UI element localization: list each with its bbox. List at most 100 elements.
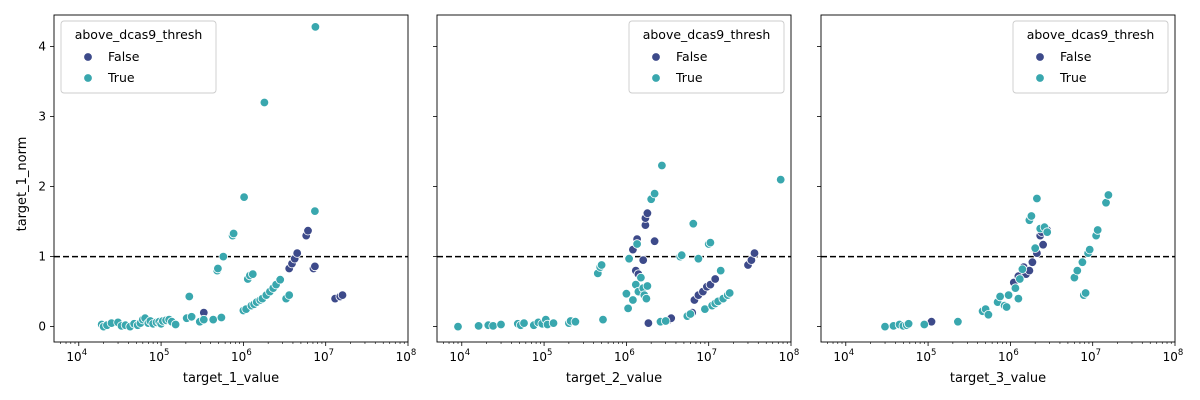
data-point: [218, 251, 229, 262]
x-tick-label: 104: [833, 348, 854, 364]
legend-marker-true: [1035, 73, 1045, 83]
x-tick-label: 104: [66, 348, 87, 364]
data-point: [1001, 302, 1012, 312]
data-point: [598, 314, 608, 325]
x-tick-exponent: 4: [849, 348, 854, 358]
data-point: [649, 188, 660, 199]
legend-box: [628, 20, 785, 94]
x-tick-exponent: 4: [82, 348, 87, 358]
data-point: [1003, 290, 1014, 300]
data-point: [749, 248, 760, 258]
legend-marker-true: [83, 73, 93, 83]
x-tick-exponent: 6: [1013, 348, 1018, 358]
data-point: [643, 318, 654, 328]
data-point: [303, 225, 313, 236]
data-point: [1080, 288, 1091, 298]
x-tick-label: 108: [396, 348, 417, 364]
legend-label-false: False: [1060, 49, 1092, 64]
data-point: [310, 261, 320, 272]
data-point: [632, 239, 642, 249]
x-tick-label: 107: [1080, 348, 1101, 364]
data-point: [239, 192, 249, 202]
legend-label-false: False: [108, 49, 140, 64]
x-tick-label: 108: [1163, 348, 1184, 364]
y-tick-label: 1: [38, 250, 46, 264]
series-true: [453, 160, 786, 332]
x-tick-exponent: 7: [329, 348, 334, 358]
series-true: [880, 190, 1114, 332]
data-point: [1038, 239, 1048, 250]
x-tick-label: 107: [313, 348, 334, 364]
panel-1: 104 105 106 107 108 0 1 2 3 4 target_1_value above_…: [38, 14, 417, 386]
x-tick-exponent: 8: [1178, 348, 1183, 358]
data-point: [1013, 293, 1024, 304]
x-axis-label: target_3_value: [950, 371, 1046, 386]
data-point: [880, 321, 890, 332]
legend-label-false: False: [676, 49, 708, 64]
data-point: [1027, 257, 1038, 267]
data-point: [259, 97, 270, 108]
y-tick-label: 3: [38, 110, 46, 124]
legend-marker-true: [651, 73, 661, 83]
data-point: [596, 260, 607, 270]
x-tick-exponent: 6: [629, 348, 634, 358]
x-axis-label: target_1_value: [183, 371, 279, 386]
data-point: [1010, 283, 1021, 293]
data-point: [548, 318, 559, 328]
x-tick-exponent: 4: [465, 348, 470, 358]
data-point: [623, 303, 633, 314]
data-point: [228, 228, 239, 239]
data-point: [170, 319, 181, 330]
y-axis-label: target_1_norm: [15, 137, 30, 232]
data-point: [903, 319, 914, 329]
x-tick-label: 105: [532, 348, 553, 364]
data-point: [705, 237, 716, 248]
data-point: [186, 312, 197, 322]
x-tick-exponent: 6: [246, 348, 251, 358]
panel-2: 104 105 106 107 108 target_2_value above_dcas9…: [433, 14, 800, 386]
legend-box: [60, 20, 217, 94]
data-point: [919, 319, 930, 330]
data-point: [496, 319, 506, 330]
plot-frame: [436, 14, 792, 343]
data-point: [638, 255, 648, 265]
data-point: [642, 208, 653, 218]
y-tick-label: 4: [38, 40, 46, 54]
x-tick-exponent: 8: [794, 348, 799, 358]
data-point: [310, 22, 321, 32]
data-point: [624, 254, 634, 264]
data-point: [1026, 211, 1037, 221]
data-point: [995, 291, 1005, 302]
data-point: [1032, 193, 1042, 204]
data-point: [570, 317, 581, 327]
data-point: [199, 314, 209, 325]
data-point: [677, 250, 687, 260]
x-tick-label: 108: [779, 348, 800, 364]
legend-marker-false: [651, 52, 661, 62]
x-tick-exponent: 8: [411, 348, 416, 358]
series-true: [96, 22, 321, 332]
data-point: [1101, 197, 1111, 208]
plot-frame: [53, 14, 409, 343]
legend-label-true: True: [1059, 70, 1087, 85]
data-point: [284, 290, 294, 300]
data-point: [725, 288, 735, 298]
data-point: [953, 317, 963, 327]
data-point: [453, 321, 463, 332]
legend-title: above_dcas9_thresh: [1027, 27, 1155, 42]
data-point: [1072, 265, 1083, 276]
data-point: [649, 236, 660, 246]
data-point: [216, 312, 227, 323]
data-point: [661, 316, 671, 326]
data-point: [488, 321, 498, 331]
data-point: [292, 248, 302, 258]
x-tick-exponent: 5: [547, 348, 552, 358]
data-point: [310, 206, 320, 216]
legend-marker-false: [83, 52, 93, 62]
data-point: [641, 293, 652, 304]
data-point: [208, 314, 218, 325]
data-point: [688, 218, 699, 229]
x-tick-label: 107: [696, 348, 717, 364]
data-point: [519, 318, 529, 328]
